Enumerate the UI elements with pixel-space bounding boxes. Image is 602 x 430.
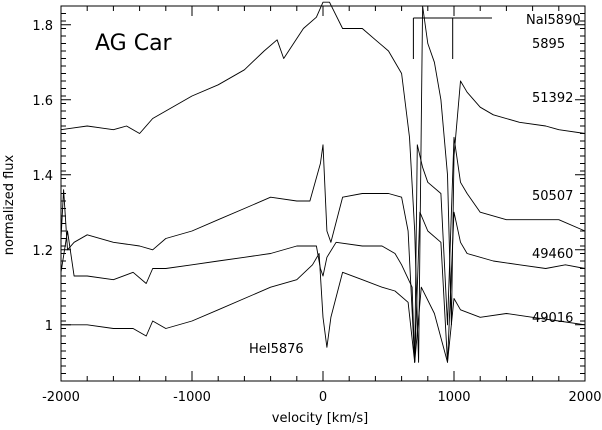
series-label-50507: 50507 <box>532 189 573 204</box>
series-label-51392: 51392 <box>532 91 573 106</box>
y-tick-label: 1.8 <box>32 19 53 34</box>
series-line-50507 <box>60 136 586 363</box>
line-markers <box>412 17 492 59</box>
y-tick-label: 1 <box>45 319 53 334</box>
axis-ticks: -2000 -1000 0 1000 2000 1 1.2 1.4 1.6 1.8 <box>32 5 602 405</box>
x-tick-label: -2000 <box>42 390 80 405</box>
nai-second-label: 5895 <box>532 37 565 52</box>
series-label-49460: 49460 <box>532 247 573 262</box>
plot-frame <box>60 5 586 382</box>
series-line-49016 <box>61 253 586 363</box>
series-line-49460 <box>60 211 586 363</box>
y-tick-label: 1.2 <box>32 244 53 259</box>
x-axis-label: velocity [km/s] <box>272 411 368 426</box>
x-tick-label: 0 <box>319 390 327 405</box>
series-line-51392 <box>60 1 586 363</box>
chart-title: AG Car <box>95 31 173 56</box>
nai-label: NaI5890 <box>526 13 581 28</box>
x-tick-label: 1000 <box>437 390 470 405</box>
hei-label: HeI5876 <box>249 342 304 357</box>
x-tick-label: -1000 <box>173 390 211 405</box>
y-tick-label: 1.6 <box>32 94 53 109</box>
y-axis-label: normalized flux <box>2 154 17 255</box>
series-layer <box>60 1 586 363</box>
y-tick-label: 1.4 <box>32 169 53 184</box>
x-tick-label: 2000 <box>568 390 601 405</box>
series-label-49016: 49016 <box>532 311 573 326</box>
